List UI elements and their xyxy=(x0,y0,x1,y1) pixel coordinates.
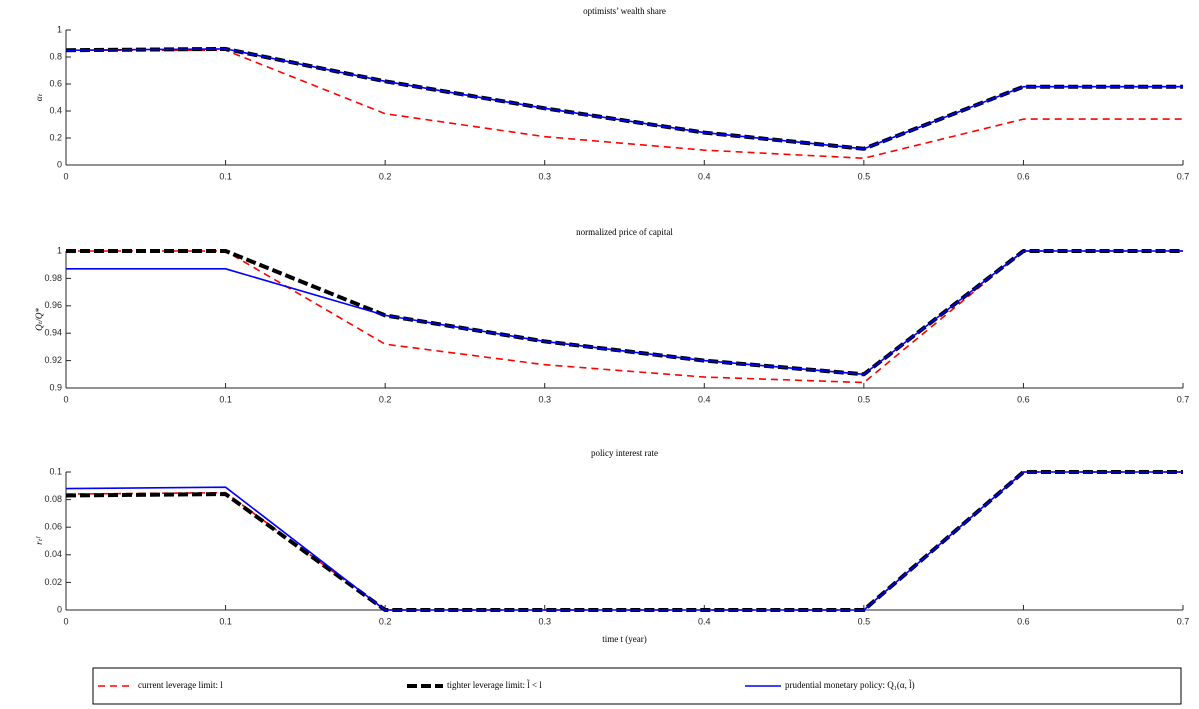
y-tick-label: 0.9 xyxy=(49,382,62,392)
series-line xyxy=(65,46,1183,151)
x-tick-label: 0 xyxy=(63,616,68,626)
legend-label: tighter leverage limit: l̃ < l xyxy=(447,680,542,690)
x-tick-label: 0.2 xyxy=(379,171,392,181)
y-tick-label: 0 xyxy=(57,159,62,169)
chart-title: policy interest rate xyxy=(591,448,658,458)
y-tick-label: 0.08 xyxy=(44,494,62,504)
x-tick-label: 0.6 xyxy=(1017,394,1030,404)
y-tick-label: 0.02 xyxy=(44,577,62,587)
x-tick-label: 0.3 xyxy=(538,171,551,181)
x-tick-label: 0.1 xyxy=(219,616,232,626)
x-tick-label: 0.4 xyxy=(698,616,711,626)
series-line xyxy=(66,250,1183,376)
x-tick-label: 0.2 xyxy=(379,616,392,626)
y-tick-label: 0.98 xyxy=(44,273,62,283)
legend-label: current leverage limit: l xyxy=(138,680,223,690)
y-tick-label: 0.06 xyxy=(44,522,62,532)
x-tick-label: 0.4 xyxy=(698,394,711,404)
x-tick-label: 0.5 xyxy=(858,171,871,181)
legend-box xyxy=(92,667,1182,705)
legend-label: prudential monetary policy: Q₁(α, l̃) xyxy=(785,680,915,690)
y-axis-label: Qₜ/Q* xyxy=(34,308,44,331)
y-tick-label: 0.92 xyxy=(44,355,62,365)
x-tick-label: 0.6 xyxy=(1017,171,1030,181)
y-tick-label: 0.94 xyxy=(44,328,62,338)
series-line xyxy=(66,49,1183,160)
x-tick-label: 0.3 xyxy=(538,394,551,404)
series-line xyxy=(65,471,1183,611)
x-tick-label: 0.7 xyxy=(1177,616,1190,626)
y-tick-label: 0.4 xyxy=(49,105,62,115)
y-tick-label: 0.2 xyxy=(49,132,62,142)
x-tick-label: 0.2 xyxy=(379,394,392,404)
x-tick-label: 0.4 xyxy=(698,171,711,181)
x-tick-label: 0.1 xyxy=(219,394,232,404)
x-tick-label: 0.1 xyxy=(219,171,232,181)
x-tick-label: 0.7 xyxy=(1177,394,1190,404)
y-tick-label: 0.6 xyxy=(49,78,62,88)
x-tick-label: 0.5 xyxy=(858,394,871,404)
y-axis-label: rₜᶠ xyxy=(34,536,44,545)
x-tick-label: 0 xyxy=(63,171,68,181)
x-tick-label: 0.6 xyxy=(1017,616,1030,626)
chart-title: normalized price of capital xyxy=(576,227,673,237)
x-tick-label: 0 xyxy=(63,394,68,404)
y-tick-label: 0.96 xyxy=(44,300,62,310)
y-tick-label: 0 xyxy=(57,604,62,614)
x-axis-label: time t (year) xyxy=(602,634,646,644)
x-tick-label: 0.3 xyxy=(538,616,551,626)
y-tick-label: 0.04 xyxy=(44,549,62,559)
x-tick-label: 0.7 xyxy=(1177,171,1190,181)
series-line xyxy=(65,48,1183,150)
series-line xyxy=(66,249,1183,377)
x-tick-label: 0.5 xyxy=(858,616,871,626)
y-tick-label: 0.8 xyxy=(49,51,62,61)
chart-title: optimists’ wealth share xyxy=(583,6,666,16)
y-tick-label: 1 xyxy=(57,24,62,34)
y-tick-label: 0.1 xyxy=(49,466,62,476)
y-axis-label: αₜ xyxy=(34,93,44,101)
y-tick-label: 1 xyxy=(57,245,62,255)
